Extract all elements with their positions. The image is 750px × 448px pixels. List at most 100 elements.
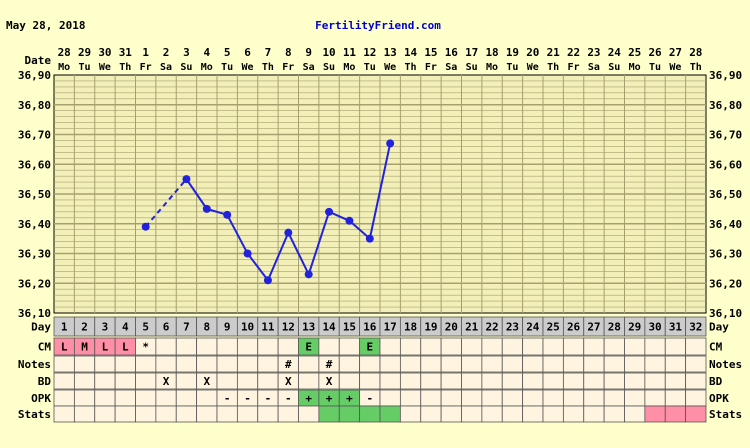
notes-cell bbox=[685, 355, 707, 373]
cycle-day-label: 23 bbox=[506, 321, 519, 334]
weekday-label: Su bbox=[466, 62, 478, 73]
opk-value: - bbox=[265, 392, 272, 405]
notes-value: # bbox=[285, 358, 292, 371]
cm-cell bbox=[318, 337, 340, 356]
cm-value: L bbox=[61, 341, 68, 354]
row-labels-left: Date Day CM Notes BD OPK Stats bbox=[18, 54, 51, 421]
opk-cell bbox=[175, 389, 198, 407]
notes-cell bbox=[461, 355, 483, 373]
bd-cell bbox=[461, 372, 483, 390]
temperature-line bbox=[141, 139, 395, 285]
cycle-day-label: 2 bbox=[81, 321, 88, 334]
temperature-point bbox=[182, 175, 191, 184]
notes-cell bbox=[644, 355, 666, 373]
weekday-label: Tu bbox=[79, 62, 91, 73]
opk-cell bbox=[94, 389, 116, 407]
y-tick-right: 36,30 bbox=[709, 248, 742, 261]
row-label-opk: OPK bbox=[31, 392, 51, 405]
opk-value: + bbox=[305, 392, 312, 405]
cycle-day-label: 3 bbox=[102, 321, 109, 334]
weekday-label: Mo bbox=[343, 62, 355, 73]
cycle-day-label: 7 bbox=[183, 321, 190, 334]
notes-cell bbox=[583, 355, 605, 373]
cycle-day-label: 17 bbox=[384, 321, 397, 334]
opk-cell bbox=[603, 389, 625, 407]
weekday-label: Su bbox=[608, 62, 620, 73]
cm-cell bbox=[461, 337, 483, 356]
cm-value: M bbox=[81, 341, 88, 354]
stats-cell bbox=[664, 405, 687, 423]
date-label: 10 bbox=[322, 46, 335, 59]
date-label: 14 bbox=[404, 46, 418, 59]
bd-cell bbox=[501, 372, 524, 390]
date-label: 21 bbox=[547, 46, 561, 59]
date-label: 7 bbox=[265, 46, 272, 59]
date-label: 4 bbox=[204, 46, 211, 59]
header-date: May 28, 2018 bbox=[6, 19, 85, 32]
opk-cell bbox=[379, 389, 401, 407]
temperature-point bbox=[284, 228, 293, 237]
opk-cell bbox=[73, 389, 96, 407]
date-label: 31 bbox=[119, 46, 133, 59]
bd-cell bbox=[562, 372, 585, 390]
weekday-label: Tu bbox=[506, 62, 518, 73]
date-label: 23 bbox=[587, 46, 600, 59]
cycle-day-label: 14 bbox=[322, 321, 336, 334]
opk-cell bbox=[53, 389, 75, 407]
day-cell bbox=[685, 316, 707, 337]
date-label: 17 bbox=[465, 46, 478, 59]
stats-cell bbox=[318, 405, 340, 423]
opk-cell bbox=[420, 389, 442, 407]
cycle-day-label: 31 bbox=[669, 321, 683, 334]
stats-cell bbox=[277, 405, 299, 423]
cycle-day-label: 9 bbox=[224, 321, 231, 334]
cycle-day-label: 11 bbox=[261, 321, 275, 334]
weekday-label: We bbox=[669, 62, 681, 73]
data-rows: 1 2 3 4 5 6 7 8 9 10 11 12 13 14 15 16 17 18 19 20 21 22 23 24 2… bbox=[53, 316, 707, 423]
cycle-day-label: 32 bbox=[689, 321, 702, 334]
opk-cell bbox=[155, 389, 177, 407]
weekday-label: Fr bbox=[425, 62, 437, 73]
stats-cell bbox=[257, 405, 279, 423]
cycle-day-label: 15 bbox=[343, 321, 356, 334]
temperature-segment bbox=[307, 211, 331, 275]
row-label-day: Day bbox=[31, 321, 51, 334]
temperature-segment bbox=[226, 214, 249, 254]
cm-cell bbox=[685, 337, 707, 356]
cm-cell bbox=[379, 337, 401, 356]
opk-value: + bbox=[326, 392, 333, 405]
opk-cell bbox=[562, 389, 585, 407]
cycle-day-label: 19 bbox=[424, 321, 437, 334]
weekday-label: Tu bbox=[364, 62, 376, 73]
bd-cell bbox=[257, 372, 279, 390]
stats-cell bbox=[542, 405, 564, 423]
notes-cell bbox=[399, 355, 422, 373]
row-label-date: Date bbox=[25, 54, 52, 67]
cycle-day-label: 30 bbox=[648, 321, 661, 334]
cm-cell bbox=[236, 337, 259, 356]
stats-cell bbox=[155, 405, 177, 423]
stats-cell bbox=[94, 405, 116, 423]
notes-cell bbox=[73, 355, 96, 373]
row-label-notes-right: Notes bbox=[709, 358, 742, 371]
weekday-label: Mo bbox=[486, 62, 498, 73]
bd-cell bbox=[236, 372, 259, 390]
opk-cell bbox=[542, 389, 564, 407]
cm-value: E bbox=[305, 341, 312, 354]
notes-cell bbox=[440, 355, 462, 373]
weekday-label: Mo bbox=[629, 62, 641, 73]
date-label: 1 bbox=[142, 46, 149, 59]
temperature-point bbox=[325, 207, 334, 216]
temperature-point bbox=[304, 270, 313, 279]
temperature-segment-dashed bbox=[144, 178, 188, 228]
date-label: 19 bbox=[506, 46, 519, 59]
cycle-day-label: 24 bbox=[526, 321, 540, 334]
cm-cell bbox=[196, 337, 218, 356]
bd-cell bbox=[338, 372, 361, 390]
row-label-stats-right: Stats bbox=[709, 408, 742, 421]
stats-cell bbox=[603, 405, 625, 423]
notes-cell bbox=[624, 355, 646, 373]
cycle-day-label: 8 bbox=[204, 321, 211, 334]
temperature-segment bbox=[267, 232, 290, 281]
date-label: 2 bbox=[163, 46, 170, 59]
